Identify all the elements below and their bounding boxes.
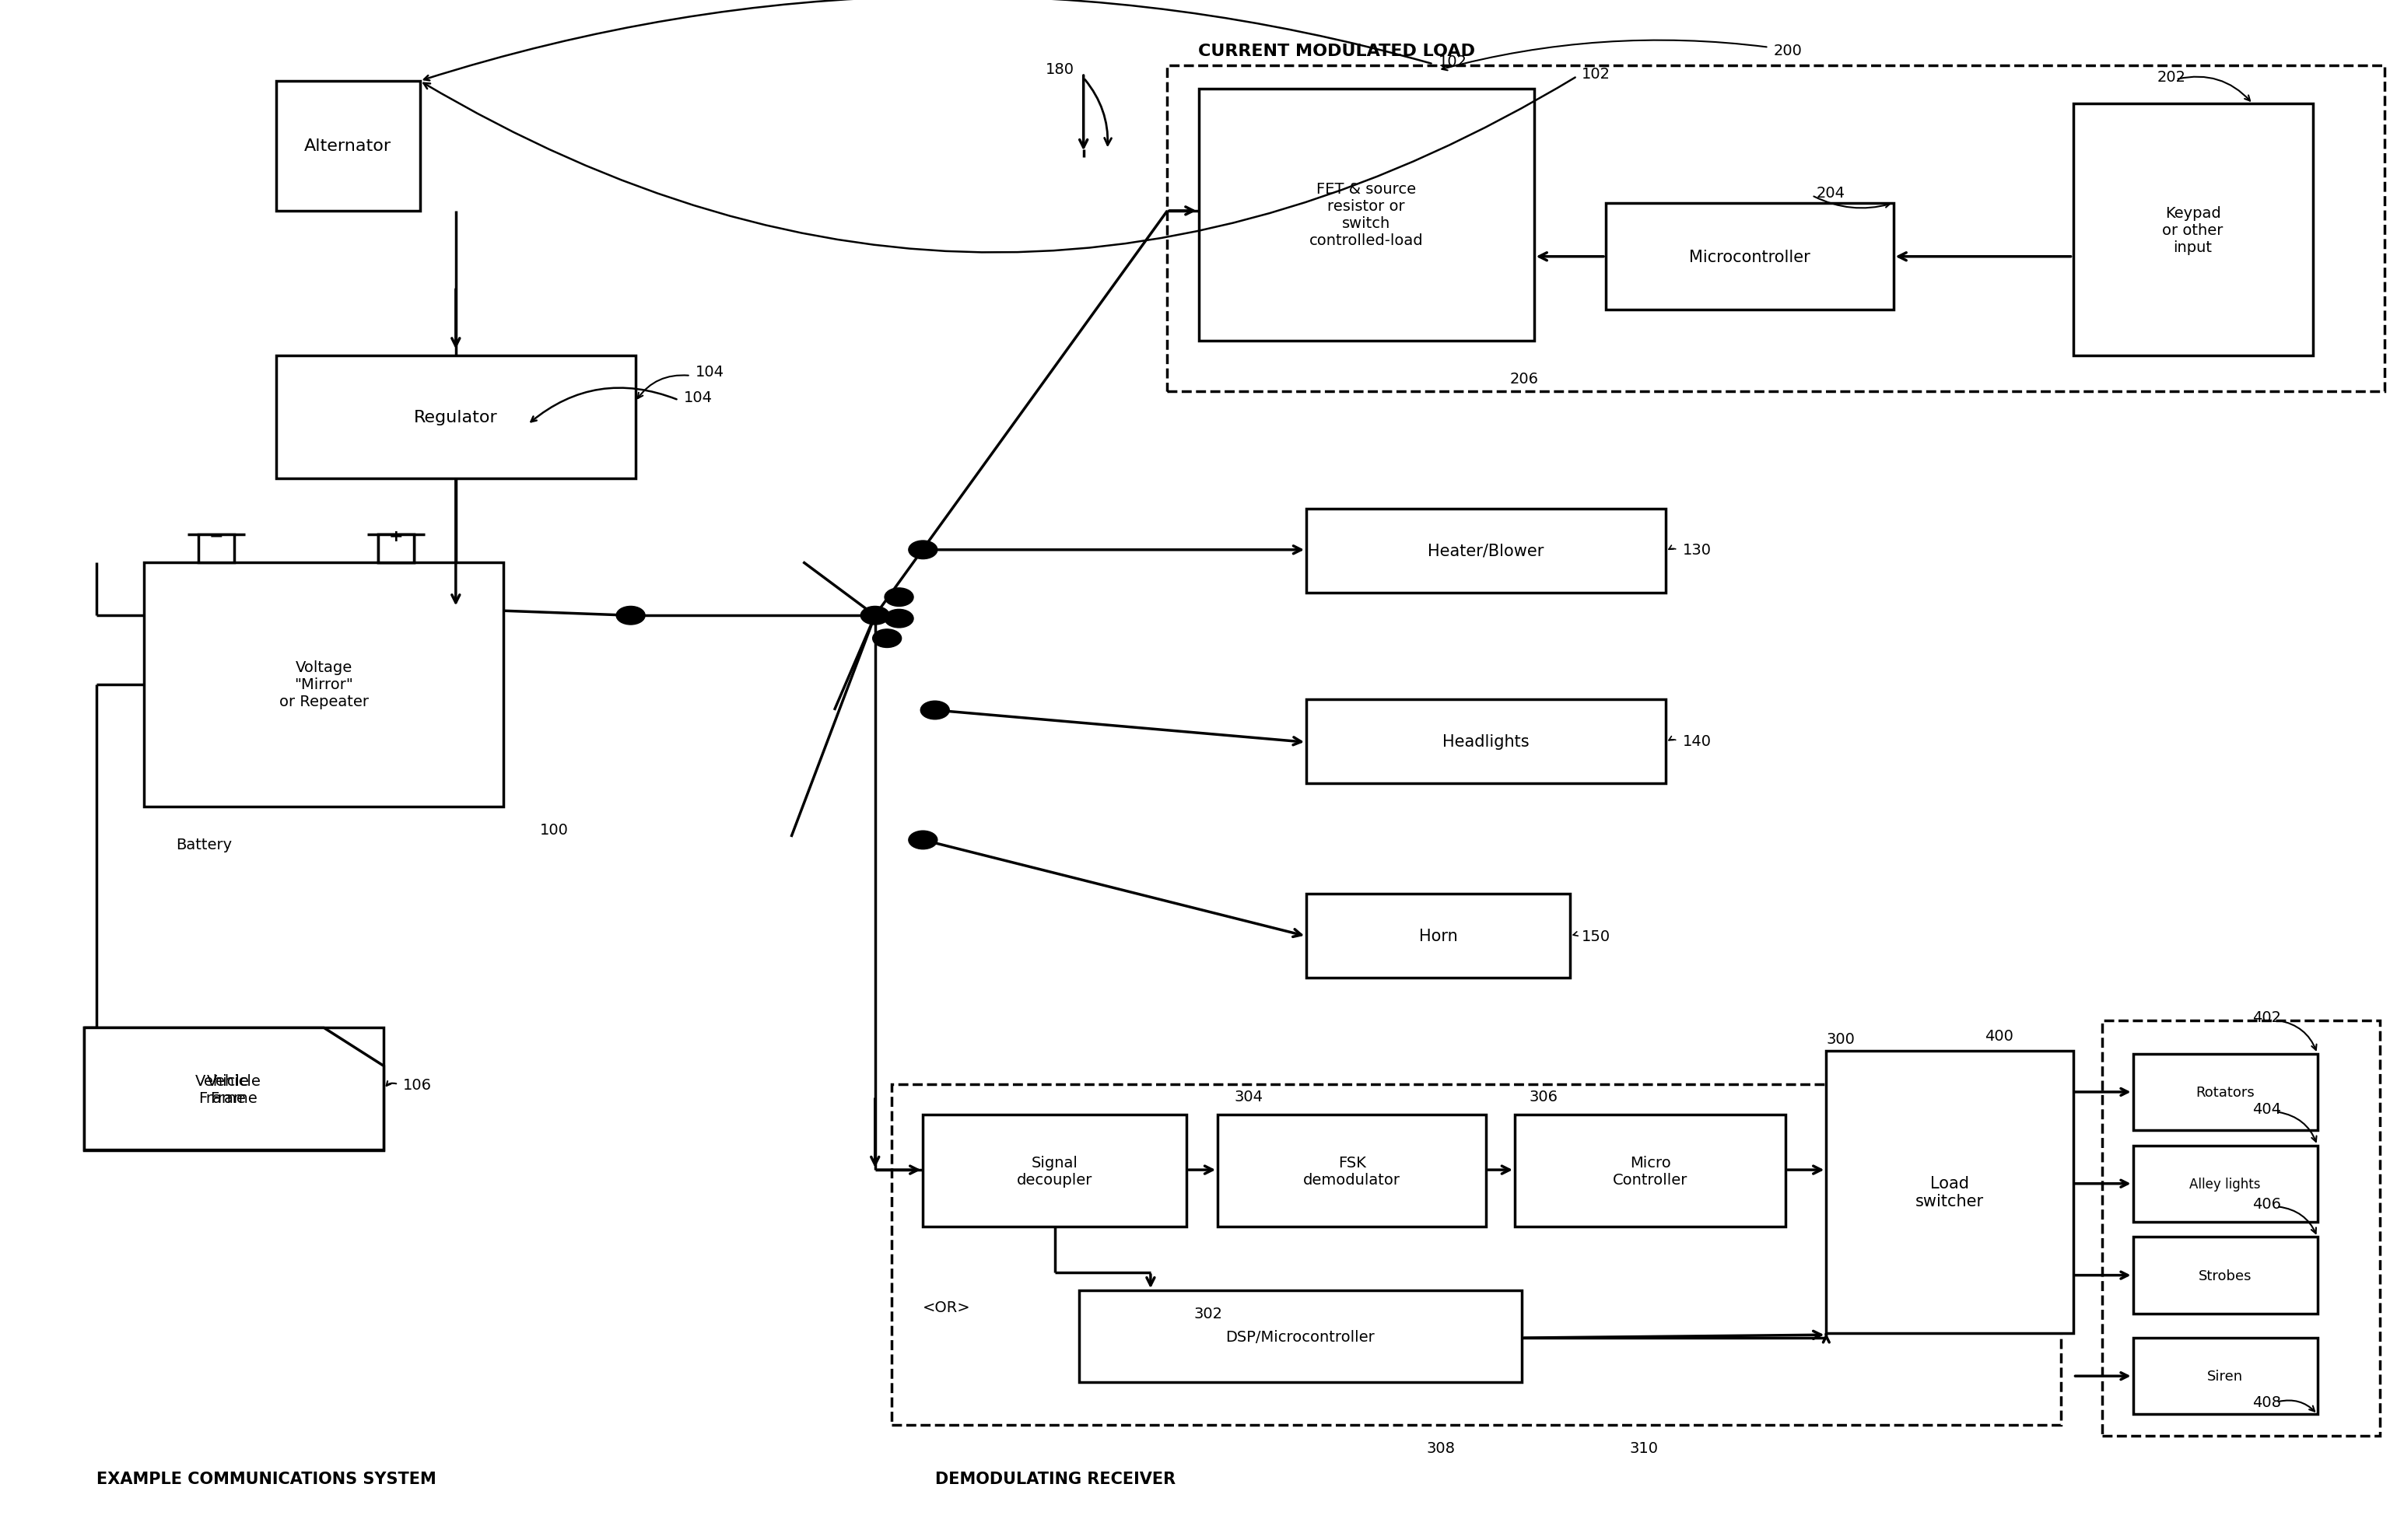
Text: Alley lights: Alley lights [2188, 1177, 2260, 1190]
Bar [276, 82, 419, 211]
Bar [379, 534, 415, 562]
Text: 204: 204 [1817, 186, 1846, 200]
Text: Alternator: Alternator [304, 139, 391, 154]
Text: Horn: Horn [1419, 929, 1457, 944]
Bar [923, 1115, 1187, 1226]
Bar [1079, 1291, 1522, 1383]
Text: 106: 106 [403, 1076, 431, 1092]
Text: Vehicle
Frame: Vehicle Frame [194, 1073, 249, 1106]
Text: 310: 310 [1630, 1440, 1659, 1455]
Text: 406: 406 [2253, 1197, 2282, 1210]
Bar [1306, 699, 1666, 784]
Circle shape [884, 610, 913, 628]
Circle shape [884, 588, 913, 607]
Text: 306: 306 [1529, 1089, 1558, 1104]
Text: 302: 302 [1194, 1306, 1222, 1321]
Circle shape [920, 701, 949, 719]
Text: 150: 150 [1582, 929, 1611, 944]
Bar [199, 534, 235, 562]
Text: 202: 202 [2157, 69, 2186, 85]
Text: Siren: Siren [2208, 1369, 2244, 1383]
Text: 408: 408 [2253, 1395, 2282, 1409]
Text: Headlights: Headlights [1443, 735, 1529, 750]
Text: 180: 180 [1045, 62, 1074, 77]
Bar [2133, 1146, 2318, 1221]
Text: 308: 308 [1426, 1440, 1455, 1455]
Text: Keypad
or other
input: Keypad or other input [2162, 206, 2224, 256]
Text: 102: 102 [1438, 54, 1467, 69]
Text: Strobes: Strobes [2198, 1269, 2251, 1283]
Text: FSK
demodulator: FSK demodulator [1304, 1155, 1400, 1187]
Bar [892, 1084, 2061, 1424]
Text: FET & source
resistor or
switch
controlled-load: FET & source resistor or switch controll… [1309, 182, 1424, 248]
Bar [1515, 1115, 1786, 1226]
Bar [1306, 893, 1570, 978]
Text: 304: 304 [1234, 1089, 1263, 1104]
Text: 130: 130 [1683, 542, 1711, 557]
Circle shape [908, 541, 937, 559]
Text: Heater/Blower: Heater/Blower [1429, 544, 1544, 559]
Bar [144, 562, 503, 807]
Text: Battery: Battery [175, 838, 233, 852]
Text: +: + [388, 528, 403, 544]
Circle shape [861, 607, 889, 625]
Text: 100: 100 [539, 822, 568, 836]
Text: Micro
Controller: Micro Controller [1613, 1155, 1687, 1187]
Text: Microcontroller: Microcontroller [1690, 249, 1810, 265]
Bar [1827, 1050, 2073, 1334]
Text: Voltage
"Mirror"
or Repeater: Voltage "Mirror" or Repeater [280, 661, 369, 708]
Text: 104: 104 [683, 390, 712, 405]
Text: DSP/Microcontroller: DSP/Microcontroller [1225, 1329, 1376, 1344]
Bar [2102, 1021, 2380, 1435]
Text: 400: 400 [1985, 1029, 2013, 1043]
Text: Load
switcher: Load switcher [1915, 1175, 1985, 1209]
Text: 104: 104 [695, 365, 724, 379]
Bar [84, 1029, 384, 1150]
Bar [2073, 105, 2313, 356]
Circle shape [908, 832, 937, 850]
Circle shape [616, 607, 645, 625]
Text: Vehicle
Frame: Vehicle Frame [206, 1073, 261, 1106]
Bar [1198, 89, 1534, 340]
Text: 300: 300 [1827, 1032, 1855, 1046]
Text: 200: 200 [1774, 43, 1803, 59]
Text: Signal
decoupler: Signal decoupler [1016, 1155, 1093, 1187]
Bar [1606, 203, 1894, 311]
Bar [379, 534, 415, 562]
Text: 206: 206 [1510, 371, 1539, 387]
Text: 404: 404 [2253, 1101, 2282, 1116]
Polygon shape [84, 1029, 384, 1150]
Text: Rotators: Rotators [2196, 1086, 2256, 1100]
Text: <OR>: <OR> [923, 1300, 971, 1315]
Bar [1218, 1115, 1486, 1226]
Bar [1306, 510, 1666, 593]
Circle shape [873, 630, 901, 648]
Bar [2133, 1338, 2318, 1414]
Text: 140: 140 [1683, 733, 1711, 748]
Bar [1167, 66, 2385, 391]
Text: 402: 402 [2253, 1010, 2282, 1024]
Text: −: − [209, 528, 223, 544]
Bar [2133, 1237, 2318, 1314]
Bar [276, 356, 635, 479]
Text: EXAMPLE COMMUNICATIONS SYSTEM: EXAMPLE COMMUNICATIONS SYSTEM [96, 1471, 436, 1486]
Text: CURRENT MODULATED LOAD: CURRENT MODULATED LOAD [1198, 43, 1477, 59]
Text: Regulator: Regulator [415, 410, 499, 425]
Bar [2133, 1053, 2318, 1130]
Text: 102: 102 [1582, 66, 1611, 82]
Text: DEMODULATING RECEIVER: DEMODULATING RECEIVER [935, 1471, 1175, 1486]
